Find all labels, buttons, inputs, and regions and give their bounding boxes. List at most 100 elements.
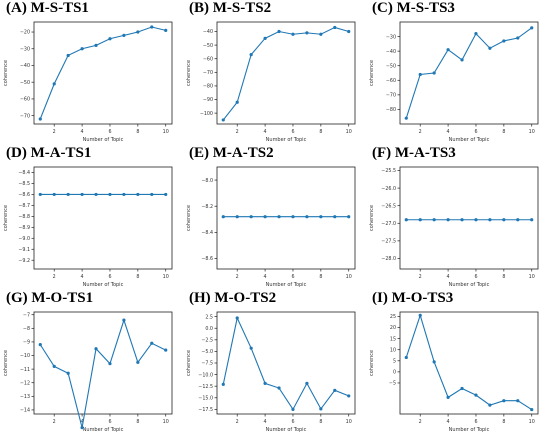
data-point <box>291 407 295 411</box>
plot-frame <box>33 166 173 270</box>
data-point <box>150 192 154 197</box>
y-tick-label: −100 <box>200 111 213 117</box>
x-tick-label: 8 <box>319 274 322 280</box>
series-line <box>405 27 533 119</box>
y-tick-label: −8.6 <box>18 192 30 198</box>
y-tick-label: −17.5 <box>198 407 213 413</box>
x-axis-label: Number of Topic <box>83 137 124 143</box>
y-tick-label: −10.0 <box>198 372 213 378</box>
panel-title: (G) M-O-TS1 <box>6 290 94 306</box>
x-tick-label: 6 <box>474 274 477 280</box>
panel-i: (I) M-O-TS3 2 4 6 8 10 25 20 15 10 5 0 −5 Number of … <box>366 290 549 435</box>
line-chart: 2 4 6 8 10 −7 −8 −9 −10 −11 −12 −13 −14 Number of Top… <box>3 311 173 433</box>
data-point <box>474 393 478 397</box>
data-point <box>122 33 126 37</box>
y-tick-label: −5.0 <box>201 349 213 355</box>
y-tick-label: −8.0 <box>201 178 213 184</box>
data-point <box>474 32 478 36</box>
x-tick-label: 6 <box>474 419 477 425</box>
data-point <box>94 192 98 197</box>
y-tick-label: −40 <box>20 63 30 69</box>
panel-d: (D) M-A-TS1 2 4 6 8 10 −8.4 −8.5 −8.6 −8.7 −8.8 −8… <box>0 145 183 290</box>
x-tick-label: 6 <box>291 274 294 280</box>
series-line <box>39 26 166 120</box>
panel-title: (F) M-A-TS3 <box>372 145 456 161</box>
panel-title: (A) M-S-TS1 <box>6 0 89 16</box>
line-chart: 2 4 6 8 10 −70 −60 −50 −40 −30 −20 Number of Topic c… <box>3 21 173 143</box>
y-tick-label: −11 <box>20 367 30 373</box>
x-tick-label: 4 <box>264 129 267 135</box>
y-tick-label: −8.6 <box>201 256 213 262</box>
y-tick-label: −27.5 <box>381 239 396 245</box>
y-tick-label: −9.2 <box>18 258 30 264</box>
data-point <box>108 362 112 366</box>
data-point <box>221 215 225 219</box>
y-tick-label: −28.0 <box>381 256 396 262</box>
data-point <box>530 218 534 222</box>
line-chart: 2 4 6 8 10 −100 −90 −80 −70 −60 −50 −40 Number of To… <box>186 21 356 143</box>
data-point <box>418 72 422 77</box>
y-tick-label: 25 <box>390 314 396 320</box>
x-tick-label: 4 <box>447 129 450 135</box>
y-tick-label: −25.5 <box>381 168 396 174</box>
x-tick-label: 10 <box>529 419 535 425</box>
x-axis-label: Number of Topic <box>83 282 124 288</box>
y-axis-label: coherence <box>369 350 375 376</box>
data-point <box>277 29 281 34</box>
x-axis-label: Number of Topic <box>449 427 490 433</box>
x-axis-label: Number of Topic <box>449 137 490 143</box>
data-point <box>52 82 56 86</box>
y-tick-label: 10 <box>390 347 396 353</box>
data-point <box>108 192 112 197</box>
y-tick-label: −14 <box>20 408 30 414</box>
line-chart: 2 4 6 8 10 −8.4 −8.5 −8.6 −8.7 −8.8 −8.9 −9.0 −9.1 −9… <box>3 166 173 288</box>
x-tick-label: 2 <box>419 274 422 280</box>
y-tick-label: −26.0 <box>381 186 396 192</box>
x-tick-label: 6 <box>291 129 294 135</box>
data-point <box>319 407 323 411</box>
y-tick-label: −10 <box>20 353 30 359</box>
x-tick-label: 10 <box>163 129 169 135</box>
panel-b: (B) M-S-TS2 2 4 6 8 10 −100 −90 −80 −70 −60 −50 −40… <box>183 0 366 145</box>
y-tick-label: 0 <box>393 370 396 376</box>
data-point <box>277 215 281 219</box>
y-tick-label: −70 <box>386 93 396 99</box>
data-point <box>291 32 295 36</box>
line-chart: 2 4 6 8 10 −25.5 −26.0 −26.5 −27.0 −27.5 −28.0 Numb… <box>369 166 539 288</box>
data-point <box>404 116 408 120</box>
data-point <box>432 218 436 222</box>
x-tick-label: 10 <box>163 419 169 425</box>
y-tick-label: −13 <box>20 394 30 400</box>
y-tick-label: −8.4 <box>201 230 213 236</box>
x-tick-label: 6 <box>108 274 111 280</box>
data-point <box>502 218 506 222</box>
data-point <box>249 346 253 350</box>
x-tick-label: 6 <box>108 419 111 425</box>
x-tick-label: 6 <box>108 129 111 135</box>
x-tick-label: 2 <box>419 419 422 425</box>
data-point <box>404 218 408 222</box>
data-point <box>460 218 464 222</box>
x-tick-label: 4 <box>264 274 267 280</box>
data-point <box>418 313 422 317</box>
y-tick-label: −20 <box>20 30 30 36</box>
data-point <box>446 218 450 222</box>
plot-frame <box>216 166 356 270</box>
panel-title: (E) M-A-TS2 <box>189 145 274 161</box>
y-tick-label: 0.0 <box>205 326 213 332</box>
y-tick-label: −70 <box>203 70 213 76</box>
series-line <box>39 318 166 428</box>
x-tick-label: 8 <box>136 129 139 135</box>
data-point <box>52 192 56 197</box>
panel-title: (C) M-S-TS3 <box>372 0 455 16</box>
data-point <box>305 215 309 219</box>
data-point <box>108 37 112 41</box>
data-point <box>80 426 84 430</box>
data-point <box>249 215 253 219</box>
data-point <box>516 399 520 403</box>
data-point <box>80 192 84 197</box>
y-tick-label: −60 <box>20 97 30 103</box>
data-point <box>446 48 450 52</box>
data-point <box>516 218 520 222</box>
data-point <box>277 386 281 390</box>
